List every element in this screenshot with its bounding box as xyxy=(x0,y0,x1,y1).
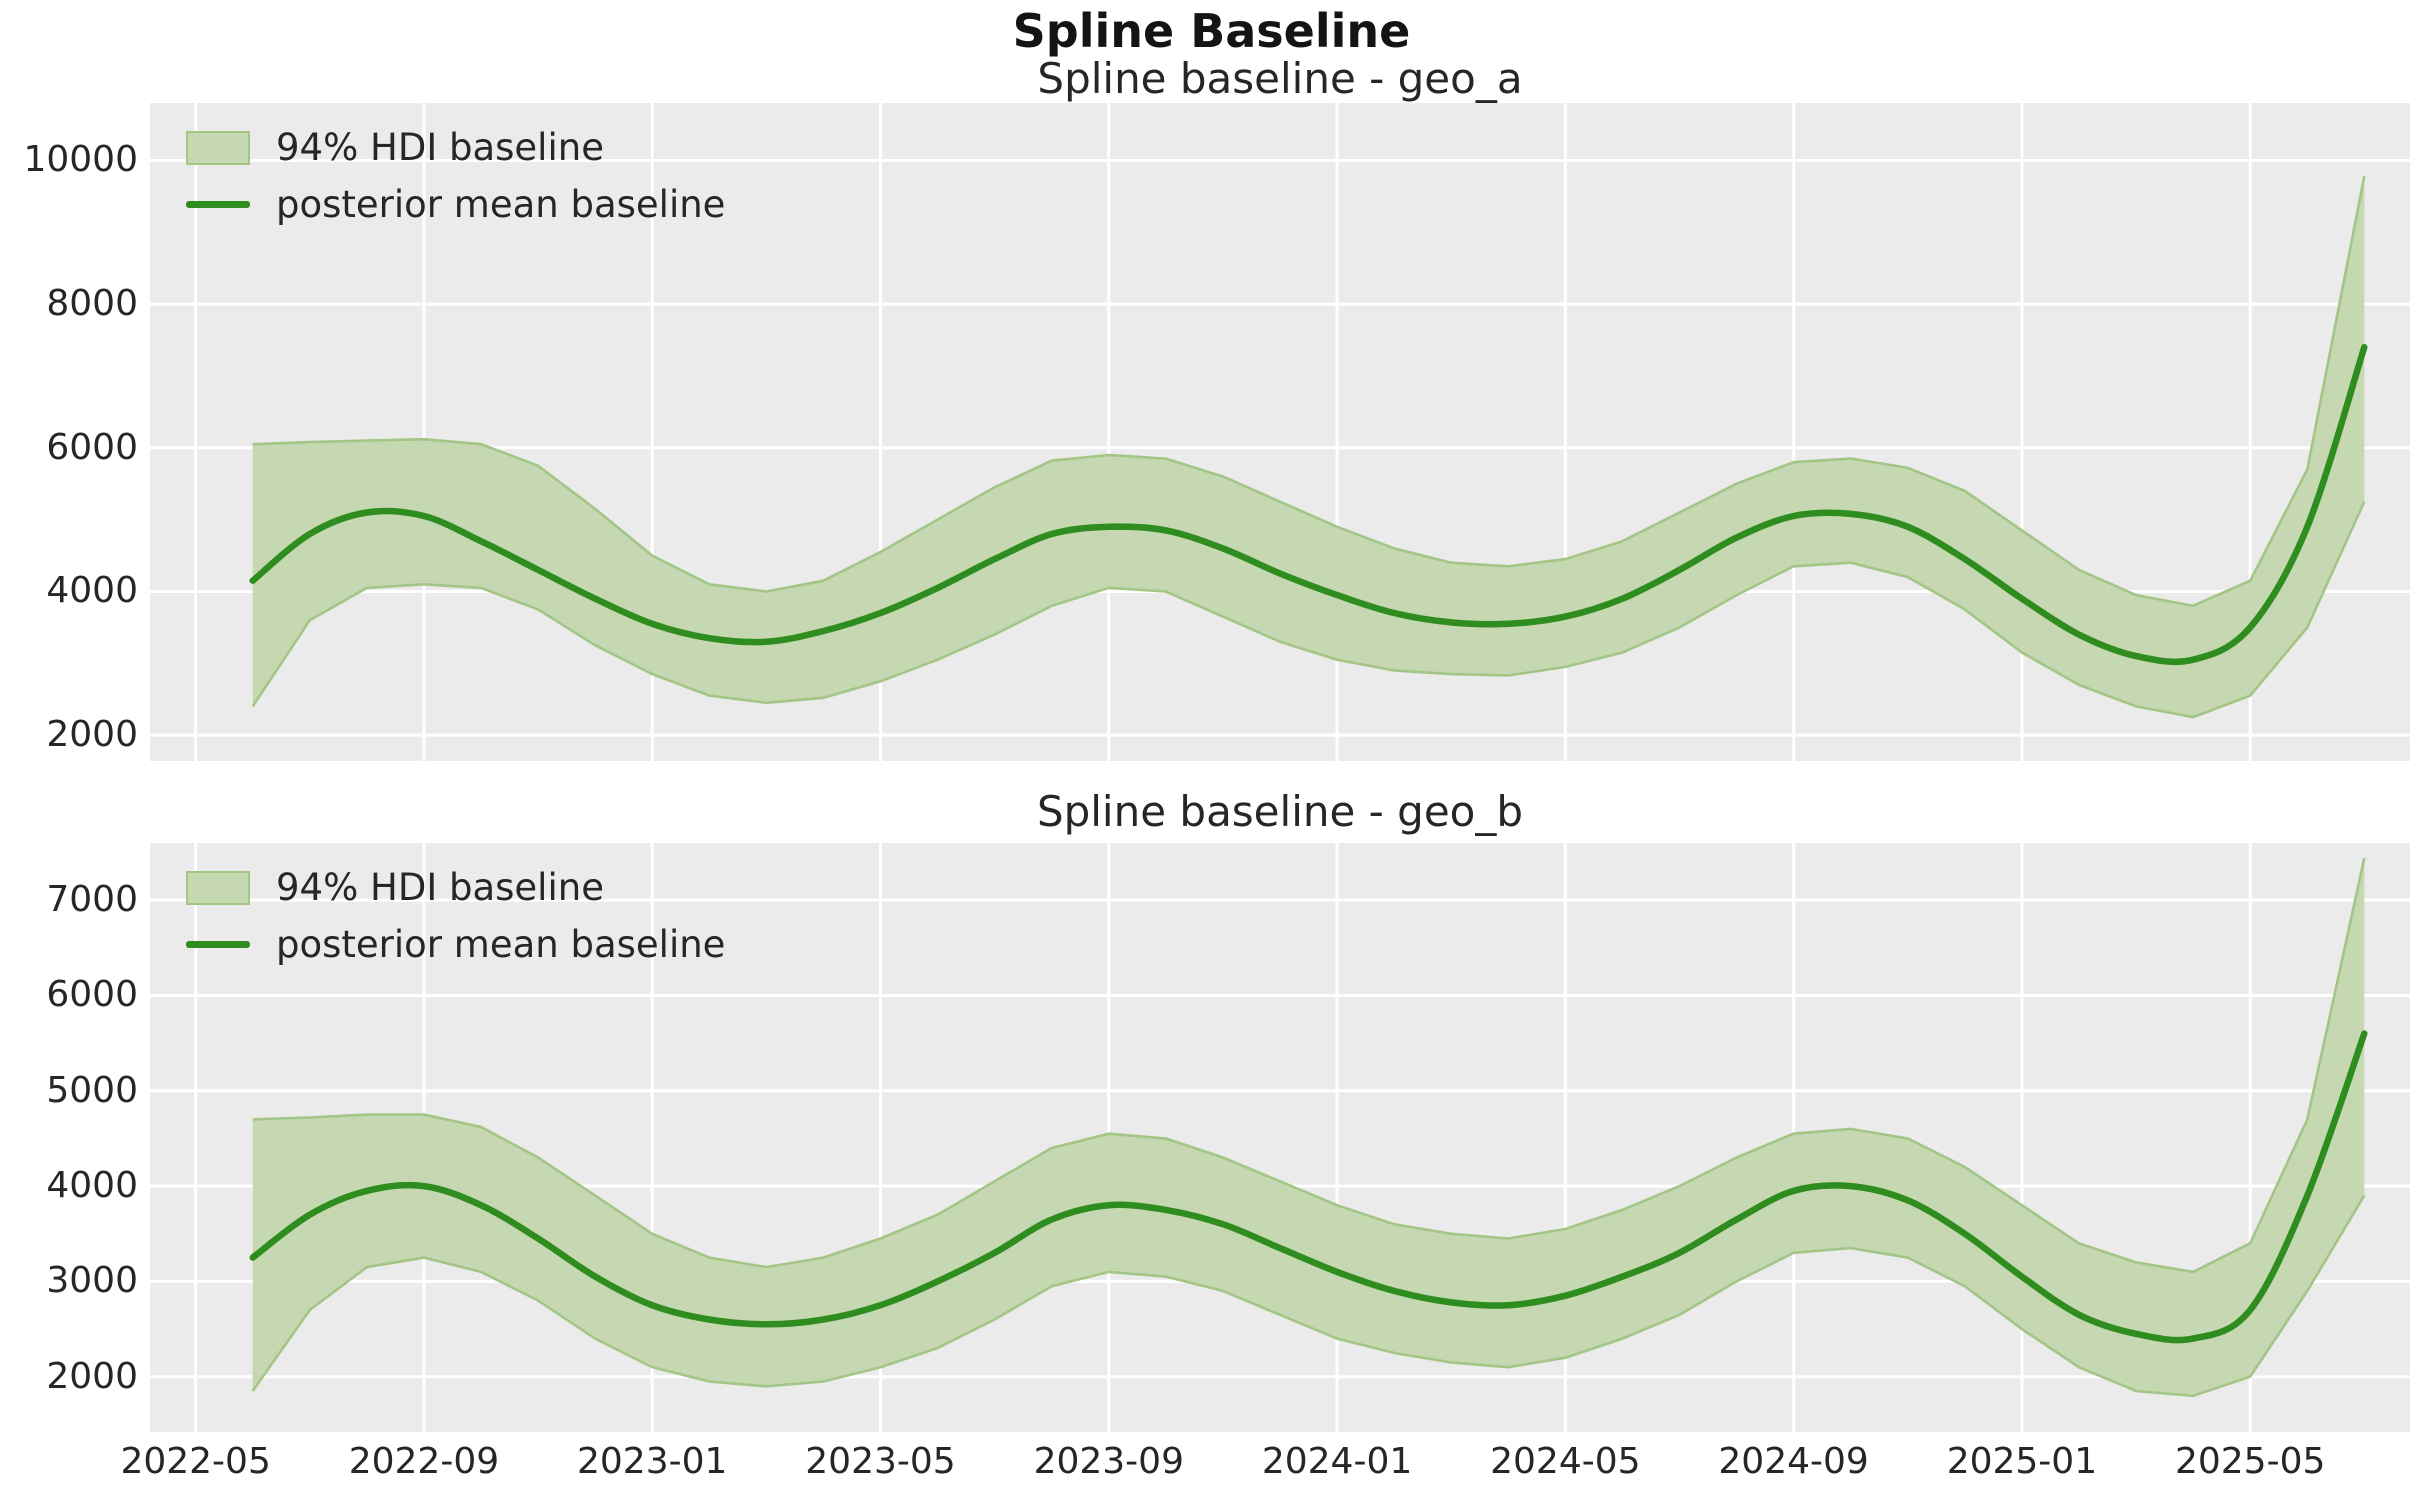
legend-item-mean: posterior mean baseline xyxy=(186,916,725,973)
subplot-title-geo-a: Spline baseline - geo_a xyxy=(1037,54,1523,103)
x-tick-label: 2022-05 xyxy=(120,1441,271,1482)
hdi-band-upper-edge xyxy=(252,176,2366,608)
y-tick-label: 2000 xyxy=(46,714,138,756)
x-tick-label: 2022-09 xyxy=(348,1441,500,1482)
x-tick-label: 2023-05 xyxy=(805,1441,956,1482)
x-tick-label: 2025-01 xyxy=(1946,1441,2098,1482)
y-tick-label: 4000 xyxy=(46,1165,138,1207)
x-tick-label: 2023-09 xyxy=(1033,1441,1184,1482)
legend-label-mean: posterior mean baseline xyxy=(276,183,726,226)
axes-geo-a: 94% HDI baseline posterior mean baseline xyxy=(150,103,2410,761)
mean-line-swatch-icon xyxy=(186,201,250,208)
legend-geo-b: 94% HDI baseline posterior mean baseline xyxy=(186,859,725,973)
x-tick-label: 2025-05 xyxy=(2174,1441,2326,1482)
x-tick-label: 2024-09 xyxy=(1718,1441,1869,1482)
y-tick-label: 5000 xyxy=(46,1069,138,1111)
legend-item-hdi: 94% HDI baseline xyxy=(186,119,725,176)
hdi-band-swatch-icon xyxy=(186,130,250,165)
legend-label-hdi: 94% HDI baseline xyxy=(276,866,604,909)
hdi-band-swatch-icon xyxy=(186,870,250,905)
axes-geo-b: 94% HDI baseline posterior mean baseline xyxy=(150,843,2410,1432)
x-tick-label: 2024-05 xyxy=(1490,1441,1641,1482)
posterior-mean-line xyxy=(249,343,2368,666)
plot-area-geo-a xyxy=(150,103,2410,761)
legend-label-mean: posterior mean baseline xyxy=(276,923,726,966)
y-tick-label: 7000 xyxy=(46,879,138,921)
x-tick-label: 2023-01 xyxy=(577,1441,728,1482)
y-tick-label: 6000 xyxy=(46,426,138,468)
hdi-band-lower-edge xyxy=(251,1194,2366,1398)
legend-geo-a: 94% HDI baseline posterior mean baseline xyxy=(186,119,725,233)
legend-item-hdi: 94% HDI baseline xyxy=(186,859,725,916)
y-tick-label: 6000 xyxy=(46,974,138,1016)
mean-line-swatch-icon xyxy=(186,941,250,948)
hdi-band xyxy=(252,858,2365,1396)
subplot-title-geo-b: Spline baseline - geo_b xyxy=(1036,787,1524,836)
plot-area-geo-b xyxy=(150,843,2410,1432)
hdi-band-upper-edge xyxy=(252,857,2366,1274)
y-tick-label: 2000 xyxy=(46,1355,138,1397)
figure-title: Spline Baseline xyxy=(1012,4,1411,58)
y-tick-label: 8000 xyxy=(46,283,138,325)
y-tick-label: 3000 xyxy=(46,1260,138,1302)
hdi-band-lower-edge xyxy=(251,501,2366,719)
y-tick-label: 10000 xyxy=(23,139,138,181)
posterior-mean-line xyxy=(249,1030,2368,1344)
y-tick-label: 4000 xyxy=(46,570,138,612)
x-tick-label: 2024-01 xyxy=(1261,1441,1413,1482)
legend-item-mean: posterior mean baseline xyxy=(186,176,725,233)
legend-label-hdi: 94% HDI baseline xyxy=(276,126,604,169)
hdi-band xyxy=(252,176,2365,718)
